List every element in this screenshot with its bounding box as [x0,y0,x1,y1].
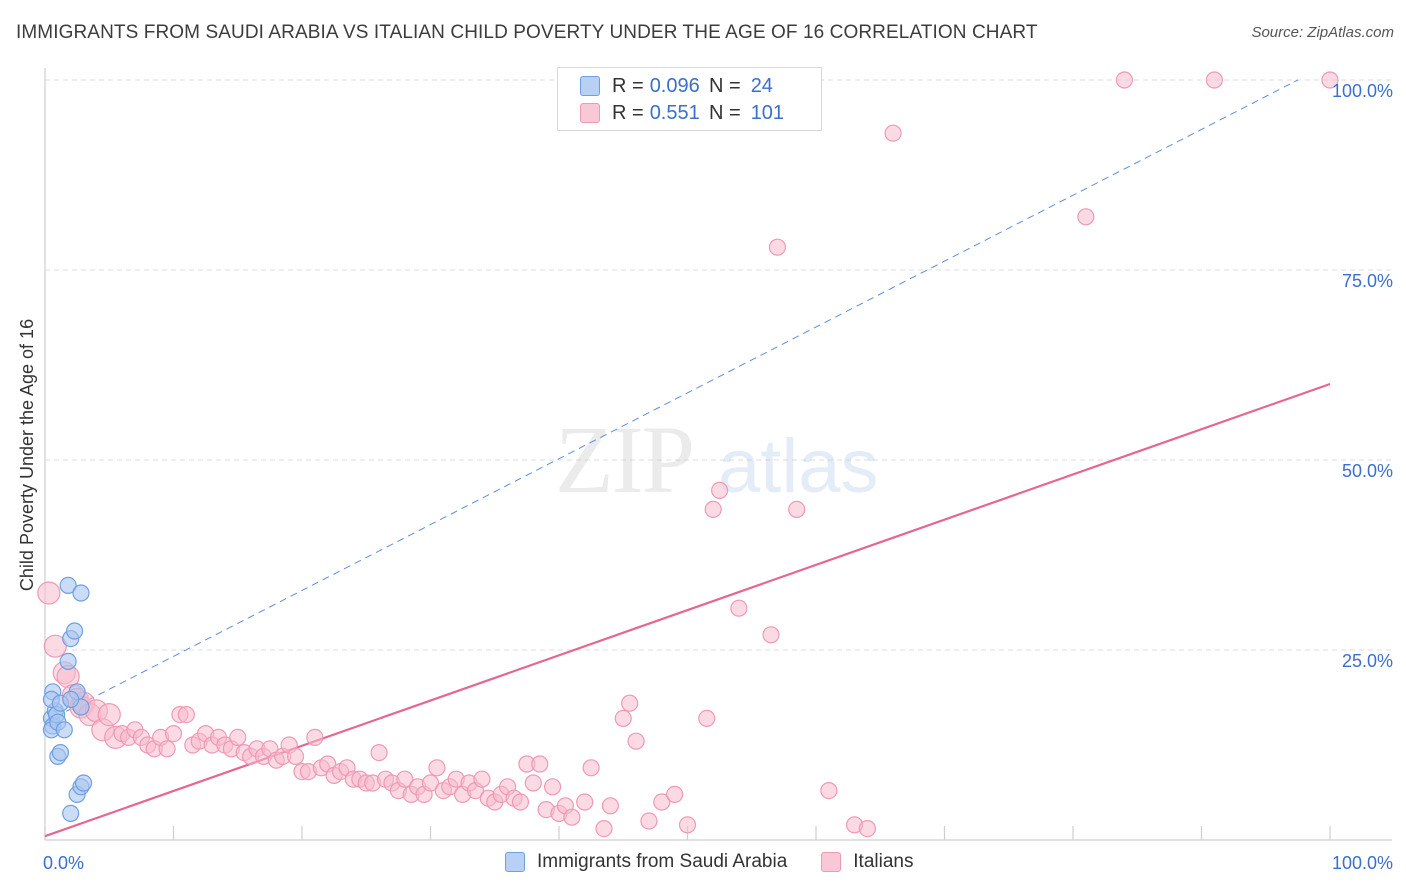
point-italians [1115,71,1134,89]
x-tick-label: 0.0% [43,853,84,873]
r-label: R = [612,101,644,124]
legend-swatch-blue [580,76,600,96]
y-tick-label: 25.0% [1342,651,1393,671]
point-italians [531,755,549,773]
y-tick-label: 50.0% [1342,461,1393,481]
point-italians [97,702,121,727]
legend-row-italians: R = 0.551 N = 101 [580,100,784,126]
y-axis-label: Child Poverty Under the Age of 16 [17,319,37,591]
legend-label-saudi: Immigrants from Saudi Arabia [537,851,788,872]
point-italians [601,797,620,815]
point-italians [768,238,787,256]
tick-labels: 25.0% 50.0% 75.0% 100.0% 0.0% 100.0% [43,81,1393,873]
series-legend: Immigrants from Saudi Arabia Italians [505,851,947,873]
correlation-legend: R = 0.096 N = 24 R = 0.551 N = 101 [557,67,822,131]
point-italians [1205,71,1223,89]
legend-row-saudi: R = 0.096 N = 24 [580,73,773,99]
y-tick-label: 100.0% [1332,81,1393,101]
point-italians [788,500,806,518]
point-italians [1321,71,1339,89]
point-italians [177,705,195,724]
point-italians [595,819,613,838]
legend-label-italians: Italians [853,851,914,872]
legend-item-italians[interactable]: Italians [821,851,913,873]
gridlines [45,79,1392,651]
n-label: N = [709,101,741,124]
r-label: R = [612,74,644,97]
y-tick-label: 75.0% [1342,271,1393,291]
watermark-atlas: atlas [718,424,879,509]
point-italians [370,743,388,762]
point-italians [640,812,658,830]
point-italians [473,770,491,788]
point-italians [582,759,600,777]
point-italians [627,732,645,750]
point-saudi [72,584,90,602]
point-saudi [59,652,77,671]
point-italians [698,709,716,728]
point-italians [614,709,632,728]
point-saudi [65,622,84,640]
x-tick-label: 100.0% [1332,853,1393,873]
trendline-saudi [44,79,1299,723]
point-italians [884,124,902,142]
point-italians [229,728,247,747]
n-value: 24 [750,74,773,97]
point-italians [396,770,414,788]
point-saudi [62,690,80,709]
source-label: Source: ZipAtlas.com [1251,24,1394,41]
point-italians [43,634,67,658]
point-italians [1077,208,1095,226]
point-italians [306,728,324,747]
n-label: N = [709,74,741,97]
point-italians [524,774,542,792]
point-saudi [55,721,73,739]
n-value: 101 [750,101,785,124]
point-italians [711,481,729,499]
chart-title: IMMIGRANTS FROM SAUDI ARABIA VS ITALIAN … [16,22,1038,43]
point-italians [563,808,581,826]
point-saudi [62,804,80,823]
watermark-zip: ZIP [555,406,693,513]
point-italians [762,626,780,644]
point-saudi [59,576,77,595]
point-italians [666,785,684,804]
legend-swatch-pink [580,103,600,123]
point-italians [653,793,671,811]
axes [44,68,1392,841]
watermark: ZIP atlas [555,406,879,513]
legend-swatch-pink [821,852,842,872]
point-italians [678,816,697,834]
point-saudi [74,774,93,792]
point-italians [428,759,446,777]
point-italians [164,724,183,743]
r-value: 0.096 [649,74,700,97]
legend-swatch-blue [505,852,525,872]
point-italians [511,793,530,811]
point-italians [286,747,305,766]
point-italians [576,793,594,811]
data-points [37,71,1339,838]
point-italians [858,819,877,838]
point-italians [730,599,748,617]
r-value: 0.551 [649,101,700,124]
point-italians [543,778,562,796]
point-italians [37,581,61,605]
point-italians [820,781,838,800]
legend-item-saudi[interactable]: Immigrants from Saudi Arabia [505,851,787,873]
point-italians [704,500,722,518]
point-italians [421,774,440,792]
point-italians [621,694,639,712]
point-saudi [51,743,70,762]
point-italians [158,740,176,758]
